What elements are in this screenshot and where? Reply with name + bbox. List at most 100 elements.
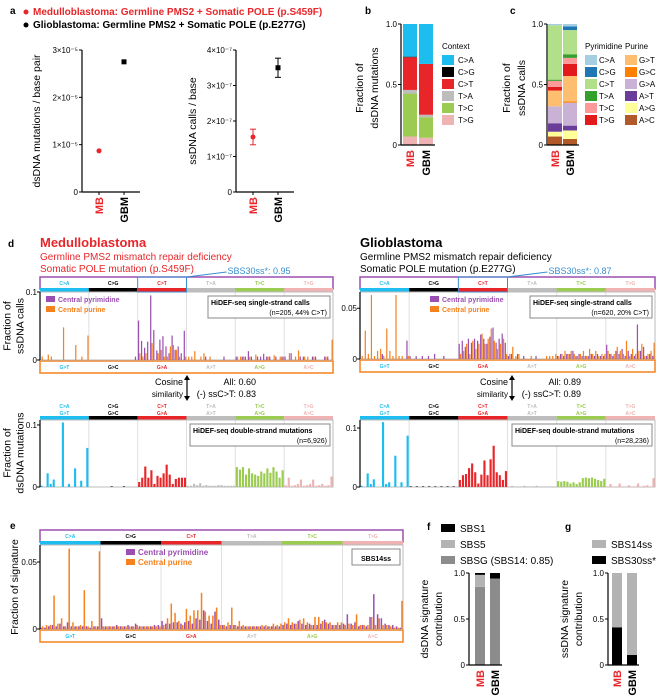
bar-central-pyrimidine [93, 626, 95, 629]
legend-swatch-pyrimidine [430, 296, 439, 302]
bar-central-pyrimidine [633, 355, 635, 359]
bar-central-pyrimidine [399, 627, 402, 629]
bar-central-pyrimidine [516, 353, 519, 359]
mutation-type-label: C>G [429, 404, 440, 410]
bar-central-pyrimidine [409, 355, 411, 359]
cosine-all: All: 0.89 [548, 377, 581, 387]
bar-central-pyrimidine [59, 623, 61, 629]
bar-central-purine [331, 339, 333, 360]
bar-central-pyrimidine [566, 353, 568, 359]
bar-segment-mb [403, 89, 417, 94]
bar-central-purine [106, 626, 108, 629]
legend-label: T>A [599, 92, 615, 101]
bar-central-purine [610, 353, 612, 359]
bar-central-pyrimidine [172, 622, 175, 629]
y-tick-label: 0.05 [341, 304, 357, 313]
y-axis-label: contribution [573, 592, 585, 646]
bar-central-pyrimidine [563, 355, 565, 359]
legend-label: A>C [639, 116, 655, 125]
bar-central-purine [619, 350, 621, 359]
bar-channel [385, 484, 388, 487]
bar-central-purine [325, 622, 328, 629]
bar-central-purine [363, 624, 365, 629]
bar-central-pyrimidine [66, 622, 69, 629]
mutation-type-label: A>G [255, 365, 266, 371]
bar-central-pyrimidine [210, 623, 212, 629]
mutation-type-bar [284, 288, 333, 292]
y-axis-label: dsDNA signature [419, 579, 431, 658]
bar-central-pyrimidine [282, 624, 284, 629]
bar-channel [609, 484, 612, 487]
mutation-type-label: A>G [255, 411, 266, 417]
bar-segment-gbm [563, 24, 577, 27]
bar-central-pyrimidine [464, 346, 466, 359]
bar-central-purine [304, 356, 306, 360]
bar-central-pyrimidine [587, 355, 589, 359]
bar-central-pyrimidine [206, 620, 209, 629]
bar-central-pyrimidine [183, 330, 185, 360]
bar-segment-gbm [563, 57, 577, 64]
mutation-type-bar [40, 541, 101, 545]
mutation-type-bar [409, 416, 459, 420]
bar-central-pyrimidine [229, 624, 231, 629]
mutation-type-label: A>G [576, 364, 587, 370]
mutation-type-label: C>G [126, 534, 137, 540]
bar-channel [495, 472, 498, 487]
bar-central-pyrimidine [357, 626, 360, 629]
bar-segment-gbm [627, 573, 637, 655]
bar-central-pyrimidine [244, 626, 247, 629]
bar-channel [217, 485, 220, 487]
mutation-type-bar [342, 541, 403, 545]
bar-central-pyrimidine [137, 320, 140, 360]
bar-central-pyrimidine [252, 626, 254, 629]
y-axis-label: Fraction of [2, 301, 14, 351]
mutation-type-label: T>A [527, 281, 537, 287]
bar-central-pyrimidine [612, 355, 614, 359]
bar-channel [220, 485, 223, 487]
bar-central-pyrimidine [299, 356, 301, 360]
mutation-type-bar [409, 288, 459, 292]
bar-channel [52, 479, 55, 487]
bar-segment-mb [548, 24, 562, 26]
y-tick-label: 2×10⁻⁵ [52, 93, 78, 102]
bar-central-purine [174, 612, 176, 629]
dsdna-rate-chart: 0 1×10⁻⁵ 2×10⁻⁵ 3×10⁻⁵ dsDNA mutations / bas… [31, 46, 140, 223]
bar-channel [575, 484, 578, 487]
mutation-type-bar [282, 541, 343, 545]
bar-channel [327, 485, 330, 487]
bar-central-purine [558, 355, 560, 359]
info-box-title: HiDEF-seq single-strand calls [211, 300, 310, 307]
bar-central-purine [493, 340, 495, 359]
bar-central-purine [75, 345, 77, 360]
bar-central-pyrimidine [85, 626, 88, 629]
bar-channel [290, 485, 293, 487]
bar-central-purine [87, 335, 89, 360]
legend-swatch [592, 540, 606, 548]
legend-label: T>G [458, 116, 474, 125]
bar-central-pyrimidine [115, 624, 118, 629]
bar-segment-gbm [419, 137, 433, 145]
bar-central-pyrimidine [483, 338, 485, 359]
bar-central-purine [147, 626, 150, 629]
bar-central-purine [496, 348, 499, 359]
bar-central-pyrimidine [639, 350, 642, 359]
bar-segment-mb [403, 93, 417, 137]
legend-title: Context [442, 42, 470, 51]
bar-central-pyrimidine [578, 353, 580, 359]
bar-channel [156, 475, 159, 487]
bar-central-pyrimidine [247, 351, 250, 360]
bar-channel [541, 486, 544, 487]
mutation-type-bar [137, 288, 187, 292]
callout-line [186, 271, 227, 278]
bar-channel [633, 486, 637, 487]
bar-central-purine [310, 624, 312, 629]
legend-swatch-pyrimidine [126, 549, 135, 555]
mutation-type-label: A>T [206, 411, 216, 417]
bar-central-pyrimidine [388, 624, 390, 629]
mutation-type-label: C>A [65, 534, 76, 540]
bar-channel [569, 483, 572, 487]
legend-label: SBS14ss [611, 540, 652, 551]
mutation-type-bar [605, 288, 655, 292]
bar-central-pyrimidine [70, 626, 73, 629]
mutation-type-label: T>A [527, 404, 537, 410]
